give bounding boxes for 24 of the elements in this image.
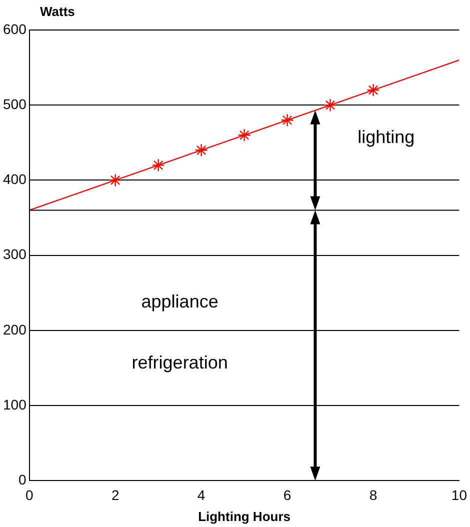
y-axis-title: Watts	[40, 4, 75, 20]
x-tick-label: 6	[283, 486, 292, 503]
y-tick-label: 200	[3, 321, 27, 338]
point	[152, 158, 165, 172]
point	[324, 98, 337, 112]
y-tick-label: 600	[3, 20, 27, 37]
point	[238, 128, 251, 142]
point	[366, 83, 380, 97]
x-tick-label: 10	[451, 486, 468, 503]
x-axis-title: Lighting Hours	[198, 508, 291, 524]
point	[194, 144, 208, 157]
y-tick-label: 400	[3, 171, 27, 188]
y-tick-label: 100	[3, 396, 27, 412]
point	[108, 174, 122, 187]
annotation: refrigeration	[132, 352, 228, 372]
y-tick-label: 0	[18, 471, 27, 488]
x-tick-label: 4	[197, 486, 206, 503]
x-tick-label: 2	[111, 486, 120, 503]
y-tick-label: 300	[3, 246, 27, 262]
y-tick-label: 500	[3, 96, 27, 112]
x-tick-label: 8	[369, 486, 378, 503]
annotation: appliance	[141, 292, 218, 312]
annotation: lighting	[358, 127, 415, 148]
point	[280, 114, 294, 127]
